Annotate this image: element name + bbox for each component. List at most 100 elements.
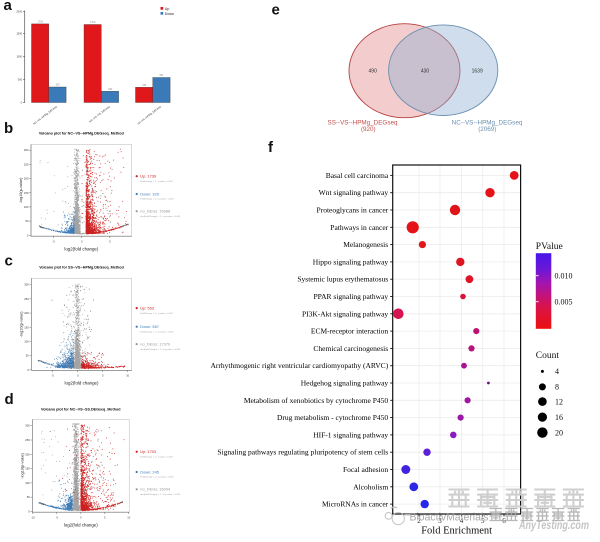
svg-text:d: d [5,391,14,408]
svg-text:FoldChange > 2 ; p-value < 0.0: FoldChange > 2 ; p-value < 0.001 [140,455,173,458]
svg-text:150: 150 [24,325,29,329]
svg-text:Systemic lupus erythematosus: Systemic lupus erythematosus [297,275,388,284]
svg-text:Metabolism of xenobiotics by c: Metabolism of xenobiotics by cytochrome … [244,396,389,405]
svg-text:FoldChange < -2 ; p-value < 0.: FoldChange < -2 ; p-value < 0.001 [140,476,174,479]
svg-text:Hedgehog signaling pathway: Hedgehog signaling pathway [301,379,389,388]
svg-text:Pathways in cancer: Pathways in cancer [330,223,388,232]
svg-text:0: 0 [80,516,82,520]
svg-text:100: 100 [24,205,29,209]
svg-text:Wnt signaling pathway: Wnt signaling pathway [319,188,389,197]
svg-text:-log10(p-value): -log10(p-value) [19,177,23,203]
svg-text:1500: 1500 [16,31,22,35]
svg-text:5: 5 [102,374,104,378]
svg-text:4: 4 [555,367,559,376]
svg-text:-log10(p-value): -log10(p-value) [20,452,24,478]
svg-text:1000: 1000 [16,54,22,58]
svg-text:log2(fold change): log2(fold change) [64,247,98,252]
svg-text:Fold Enrichment: Fold Enrichment [421,526,492,537]
svg-text:Arrhythmogenic right ventricul: Arrhythmogenic right ventricular cardiom… [211,361,389,370]
svg-text:10: 10 [127,516,130,520]
svg-text:Up: 1739: Up: 1739 [140,174,156,179]
svg-text:0.005: 0.005 [555,298,573,307]
svg-text:4: 4 [460,517,464,525]
svg-text:NC--VS--HPMg_DEGseq: NC--VS--HPMg_DEGseq [452,119,523,126]
svg-text:0: 0 [27,233,29,237]
svg-text:(2069): (2069) [478,126,496,133]
svg-text:1739: 1739 [37,21,43,24]
svg-text:100: 100 [25,481,30,485]
svg-text:300: 300 [25,424,30,428]
svg-text:250: 250 [24,162,29,166]
svg-text:a: a [4,0,13,14]
svg-text:6: 6 [502,517,506,525]
svg-text:Volcano plot for SS--VS--HPMg.: Volcano plot for SS--VS--HPMg.DEGseq_Met… [39,266,124,270]
svg-text:300: 300 [24,283,29,287]
svg-text:1639: 1639 [472,69,483,75]
svg-text:-log10(p-value): -log10(p-value) [19,311,23,337]
svg-text:500: 500 [18,77,23,81]
svg-text:Proteoglycans in cancer: Proteoglycans in cancer [317,206,389,215]
svg-text:no_DEGs: 15988: no_DEGs: 15988 [140,209,170,214]
svg-text:12: 12 [555,397,563,406]
svg-text:SS--VS--HPMg_DEGseq: SS--VS--HPMg_DEGseq [328,119,398,126]
svg-text:5: 5 [104,516,106,520]
svg-text:8: 8 [555,383,559,392]
svg-text:f: f [268,139,274,156]
svg-text:250: 250 [24,297,29,301]
svg-text:abs(FoldChange) < 2 ; or p-val: abs(FoldChange) < 2 ; or p-value > 0.001 [140,493,181,496]
svg-text:245: 245 [108,88,113,91]
svg-text:abs(FoldChange) < 2 ; or p-val: abs(FoldChange) < 2 ; or p-value > 0.001 [140,215,181,218]
svg-text:BioactivMaterials: BioactivMaterials [410,512,490,524]
svg-text:150: 150 [24,191,29,195]
svg-text:-5: -5 [56,516,59,520]
svg-text:Hippo signaling pathway: Hippo signaling pathway [313,257,389,266]
svg-text:-5: -5 [52,240,55,244]
svg-text:NC--VS--HPMg_DEGseq: NC--VS--HPMg_DEGseq [32,104,58,125]
svg-text:abs(FoldChange) < 2 ; or p-val: abs(FoldChange) < 2 ; or p-value > 0.001 [140,348,181,351]
svg-text:50: 50 [27,495,30,499]
svg-text:1703: 1703 [90,21,96,24]
svg-text:-5: -5 [52,374,55,378]
svg-text:Up: 553: Up: 553 [140,305,154,310]
svg-text:0: 0 [77,374,79,378]
svg-text:Count: Count [536,351,560,361]
svg-text:16: 16 [555,413,563,422]
svg-text:Down: 245: Down: 245 [140,469,159,474]
svg-text:Signaling pathways regulating: Signaling pathways regulating pluripoten… [217,448,388,457]
svg-text:Up: 1703: Up: 1703 [140,449,156,454]
svg-text:0: 0 [81,240,83,244]
svg-text:329: 329 [55,84,60,87]
svg-text:-10: -10 [31,516,35,520]
svg-text:551: 551 [159,74,164,77]
svg-text:Down: Down [165,12,174,16]
svg-text:AnyTesting.com: AnyTesting.com [518,520,589,532]
svg-text:Alcoholism: Alcoholism [353,482,388,491]
svg-text:(920): (920) [361,126,376,133]
svg-text:Volcano plot for NC--VS--SS.DE: Volcano plot for NC--VS--SS.DEGseq_Metho… [41,408,121,412]
svg-text:430: 430 [421,69,430,75]
svg-text:FoldChange < -2 ; p-value < 0.: FoldChange < -2 ; p-value < 0.001 [140,330,174,333]
svg-text:20: 20 [555,428,563,437]
svg-text:SS--VS--HPMg_DEGseq: SS--VS--HPMg_DEGseq [136,104,162,125]
svg-text:0.010: 0.010 [555,272,573,281]
svg-text:250: 250 [25,438,30,442]
svg-text:Basal cell carcinoma: Basal cell carcinoma [326,171,389,180]
svg-text:Up: Up [165,7,170,11]
svg-text:Drug metabolism - cytochrome P: Drug metabolism - cytochrome P450 [277,413,388,422]
svg-text:100: 100 [24,339,29,343]
svg-text:c: c [5,253,13,270]
svg-text:200: 200 [25,452,30,456]
svg-text:ECM-receptor interaction: ECM-receptor interaction [311,327,389,336]
svg-text:200: 200 [24,177,29,181]
svg-text:2: 2 [417,517,421,525]
svg-text:0: 0 [28,510,30,514]
svg-text:no_DEGs: 17370: no_DEGs: 17370 [140,341,171,346]
svg-text:no_DEGs: 16004: no_DEGs: 16004 [140,487,171,492]
svg-text:200: 200 [24,311,29,315]
svg-text:log2(fold change): log2(fold change) [64,523,98,528]
svg-text:Volcano plot for NC--VS--HPMg.: Volcano plot for NC--VS--HPMg.DEGseq_Met… [39,132,125,136]
svg-text:Focal adhesion: Focal adhesion [343,465,388,474]
svg-text:log2(fold change): log2(fold change) [65,381,99,386]
svg-text:Melanogenesis: Melanogenesis [343,240,388,249]
svg-text:FoldChange < -2 ; p-value < 0.: FoldChange < -2 ; p-value < 0.001 [140,198,174,201]
